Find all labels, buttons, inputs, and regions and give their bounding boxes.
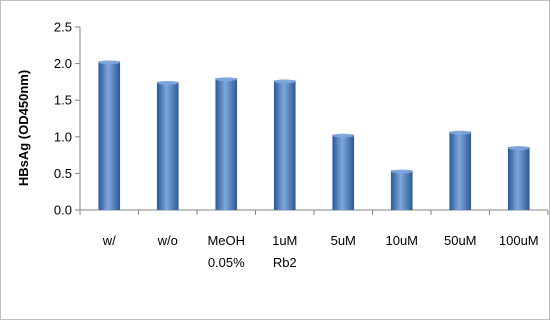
bar-cap xyxy=(390,169,413,174)
bar xyxy=(449,131,472,210)
bar-cap xyxy=(332,133,355,138)
y-tick-label: 0.0 xyxy=(54,203,72,218)
bar xyxy=(215,78,238,211)
y-tick-label: 2.0 xyxy=(54,56,72,71)
bar xyxy=(273,80,296,210)
x-category-label: w/ xyxy=(102,233,116,248)
x-category-label: 10uM xyxy=(385,233,418,248)
y-tick-label: 0.5 xyxy=(54,166,72,181)
x-category-label: 100uM xyxy=(499,233,539,248)
x-category-label: 1uM xyxy=(272,233,297,248)
bar-cap xyxy=(273,79,296,84)
bar xyxy=(156,81,179,211)
y-tick-label: 1.0 xyxy=(54,129,72,144)
bar xyxy=(98,61,121,211)
x-category-label: 50uM xyxy=(444,233,477,248)
bar-cap xyxy=(98,60,121,65)
y-tick-label: 2.5 xyxy=(54,20,72,35)
bar xyxy=(507,147,530,210)
bar xyxy=(332,134,355,210)
bar-cap xyxy=(507,146,530,151)
y-tick-label: 1.5 xyxy=(54,93,72,108)
x-category-label: Rb2 xyxy=(273,255,297,270)
bar-cap xyxy=(156,80,179,85)
x-category-label: 5uM xyxy=(331,233,356,248)
bar xyxy=(390,170,413,210)
plot-area: 0.0 0.5 1.0 1.5 2.0 2.5 w/w/o MeOH 0.05% 1uM Rb2 5u… xyxy=(54,20,549,270)
x-category-label: 0.05% xyxy=(208,255,245,270)
y-axis-title: HBsAg (OD450nm) xyxy=(16,70,31,186)
x-category-label: MeOH xyxy=(207,233,245,248)
bar-cap xyxy=(215,77,238,82)
bar-cap xyxy=(449,130,472,135)
x-category-label: w/o xyxy=(157,233,178,248)
